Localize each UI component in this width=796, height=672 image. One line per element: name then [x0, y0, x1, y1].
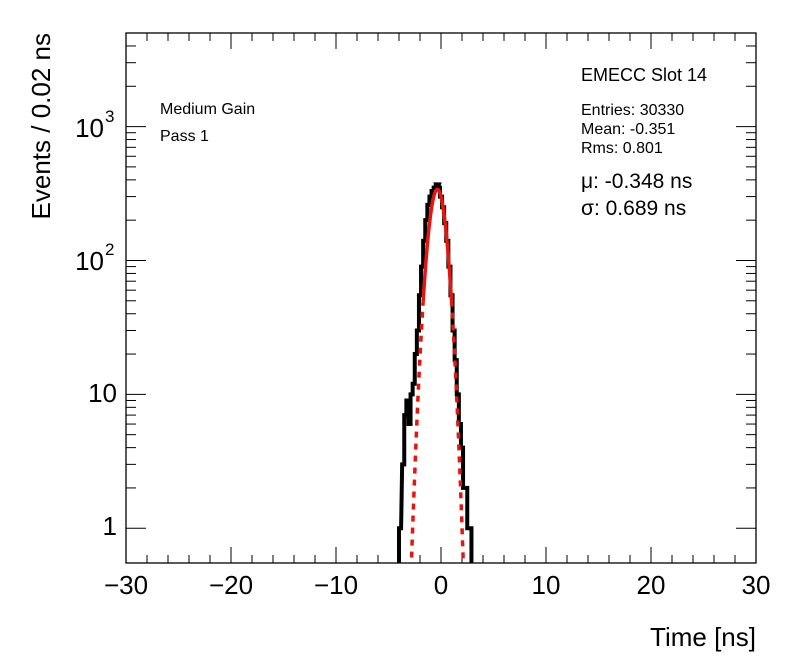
x-tick-label: −20: [209, 570, 253, 600]
stat-rms: Rms: 0.801: [581, 140, 663, 157]
chart-title: EMECC Slot 14: [581, 65, 707, 85]
stat-mean: Mean: -0.351: [581, 121, 675, 138]
x-tick-label: 30: [742, 570, 771, 600]
y-tick-label-10: 10: [88, 378, 117, 408]
y-tick-label-1000-exp: 3: [105, 107, 114, 126]
x-tick-label: −10: [314, 570, 358, 600]
x-tick-label: 0: [434, 570, 448, 600]
gaussian-fit-dashed-right: [449, 300, 466, 565]
x-tick-label: 10: [532, 570, 561, 600]
y-axis-title: Events / 0.02 ns: [26, 33, 56, 219]
x-tick-label: 20: [637, 570, 666, 600]
x-tick-label: −30: [104, 570, 148, 600]
gaussian-fit-dashed-left: [409, 301, 425, 558]
y-tick-label-1: 1: [103, 511, 117, 541]
x-axis-title: Time [ns]: [650, 622, 756, 652]
fit-mu: μ: -0.348 ns: [581, 170, 692, 193]
annotation-gain: Medium Gain: [160, 101, 255, 118]
y-tick-label-100: 10: [75, 246, 104, 276]
stat-entries: Entries: 30330: [581, 102, 684, 119]
fit-sigma: σ: 0.689 ns: [581, 197, 686, 220]
annotation-pass: Pass 1: [160, 128, 209, 145]
axis-ticks: [125, 32, 757, 563]
histogram-series: [397, 182, 474, 563]
y-tick-label-100-exp: 2: [105, 240, 114, 259]
plot-marks: [397, 182, 474, 565]
y-tick-label-1000: 10: [75, 113, 104, 143]
gaussian-fit-curve: [421, 187, 454, 302]
